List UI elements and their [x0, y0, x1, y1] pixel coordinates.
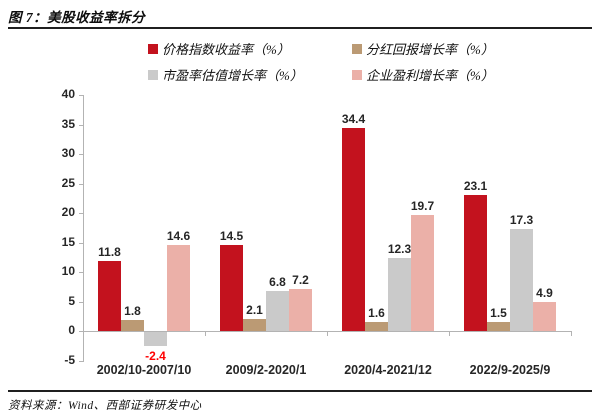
legend-item-earnings: 企业盈利增长率（%）: [352, 65, 494, 84]
legend-marker-price-index: [148, 43, 158, 54]
bar-value-label: 19.7: [410, 198, 435, 213]
y-tick-label: 25: [61, 175, 75, 190]
bar: [144, 332, 167, 347]
bar: [365, 321, 388, 331]
bar-value-label: 4.9: [536, 286, 553, 301]
bar: [487, 322, 510, 331]
y-tick-label: 0: [68, 323, 75, 337]
bar: [266, 290, 289, 331]
bar-value-label: 14.5: [219, 229, 244, 244]
bar-value-label: 1.5: [490, 306, 507, 321]
y-tick: [79, 360, 83, 362]
bar: [388, 258, 411, 331]
y-tick: [79, 301, 83, 303]
legend-label-dividend: 分红回报增长率（%）: [366, 42, 494, 57]
bar-value-label: 14.6: [166, 228, 191, 243]
y-tick: [79, 154, 83, 155]
y-tick-label: 5: [68, 293, 75, 308]
y-tick-label: 30: [61, 146, 75, 160]
source-note: 资料来源：Wind、西部证券研发中心: [8, 400, 202, 412]
y-tick: [79, 331, 83, 332]
bar-value-label: 7.2: [292, 272, 309, 287]
bar: [464, 194, 487, 331]
y-tick: [79, 183, 83, 185]
bar: [510, 228, 533, 331]
y-tick: [79, 95, 83, 96]
x-tick: [327, 331, 328, 336]
x-category-label: 2022/9-2025/9: [469, 363, 551, 377]
y-tick-label: 40: [61, 87, 75, 101]
bar-value-label: 1.8: [124, 304, 141, 319]
bar-value-label: 23.1: [463, 178, 488, 193]
bar: [98, 261, 121, 331]
y-tick-label: 35: [61, 116, 75, 131]
bar-value-label: 17.3: [509, 212, 534, 227]
bar: [533, 302, 556, 331]
y-tick: [79, 272, 83, 273]
title-divider: [8, 27, 592, 29]
y-tick-label: -5: [64, 352, 75, 367]
legend-marker-earnings: [352, 69, 362, 80]
bar-value-label: 34.4: [341, 112, 366, 127]
y-tick-label: 20: [61, 205, 75, 219]
bar: [411, 214, 434, 331]
y-tick-label: 15: [61, 234, 75, 249]
legend-item-dividend: 分红回报增长率（%）: [352, 39, 494, 58]
legend-label-price-index: 价格指数收益率（%）: [162, 42, 290, 57]
bar: [220, 245, 243, 331]
bar-value-label: 1.6: [368, 305, 385, 320]
x-tick: [205, 331, 206, 336]
bar-value-label: 2.1: [246, 302, 263, 317]
y-axis-line: [83, 95, 84, 362]
bar: [167, 244, 190, 331]
bar: [121, 320, 144, 331]
bar: [243, 318, 266, 331]
footer-divider: [8, 390, 592, 392]
legend-label-pe-valuation: 市盈率估值增长率（%）: [162, 68, 303, 83]
bar-value-label: 6.8: [269, 274, 286, 289]
y-tick: [79, 124, 83, 126]
bar-value-label: 12.3: [387, 242, 412, 257]
legend-item-price-index: 价格指数收益率（%）: [148, 39, 352, 58]
y-tick: [79, 213, 83, 214]
bar-value-label: 11.8: [98, 245, 121, 260]
x-category-label: 2020/4-2021/12: [344, 363, 432, 377]
bar: [289, 288, 312, 331]
legend-marker-pe-valuation: [148, 69, 158, 80]
x-tick: [571, 331, 572, 336]
x-category-label: 2002/10-2007/10: [96, 363, 192, 377]
y-tick-label: 10: [61, 264, 75, 278]
bar: [342, 128, 365, 331]
legend-item-pe-valuation: 市盈率估值增长率（%）: [148, 65, 352, 84]
x-category-label: 2009/2-2020/1: [225, 363, 307, 377]
y-tick: [79, 242, 83, 244]
figure-title: 图 7：美股收益率拆分: [8, 10, 146, 25]
chart-legend: 价格指数收益率（%） 分红回报增长率（%） 市盈率估值增长率（%） 企业盈利增长…: [148, 39, 494, 84]
bar-value-label: -2.4: [145, 349, 166, 364]
x-tick: [449, 331, 450, 336]
legend-marker-dividend: [352, 43, 362, 54]
legend-label-earnings: 企业盈利增长率（%）: [366, 68, 494, 83]
